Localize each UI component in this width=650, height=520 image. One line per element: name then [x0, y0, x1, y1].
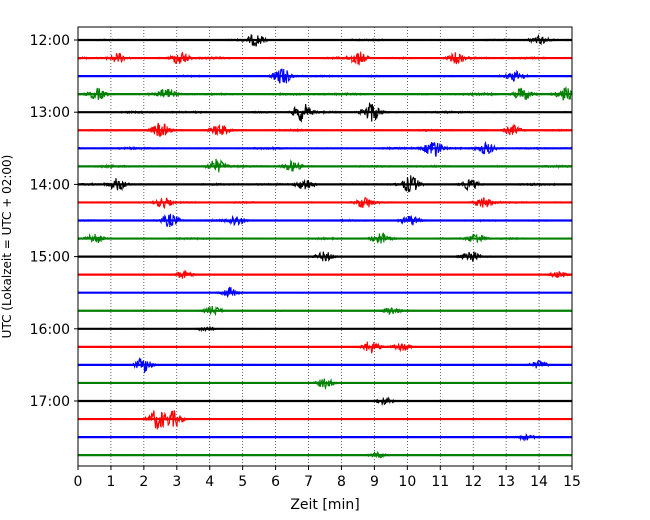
- y-tick-label: 16:00: [30, 322, 70, 338]
- x-tick-label: 11: [431, 474, 449, 490]
- x-tick-label: 5: [238, 474, 247, 490]
- x-tick-label: 10: [398, 474, 416, 490]
- x-tick-label: 12: [464, 474, 482, 490]
- y-tick-label: 13:00: [30, 105, 70, 121]
- x-tick-label: 8: [337, 474, 346, 490]
- seismic-traces: [77, 33, 573, 459]
- y-axis-label: UTC (Lokalzeit = UTC + 02:00): [0, 155, 14, 339]
- y-tick-label: 12:00: [30, 33, 70, 49]
- x-tick-label: 4: [205, 474, 214, 490]
- x-tick-label: 6: [271, 474, 280, 490]
- x-tick-label: 1: [106, 474, 115, 490]
- x-tick-label: 13: [497, 474, 515, 490]
- y-tick-label: 15:00: [30, 250, 70, 266]
- x-tick-label: 7: [304, 474, 313, 490]
- grid-lines: [110, 27, 540, 466]
- y-axis-ticks: 12:00 13:00 14:00 15:00 16:00 17:00: [30, 33, 78, 410]
- x-axis-label: Zeit [min]: [290, 497, 359, 513]
- x-tick-label: 0: [74, 474, 83, 490]
- x-tick-label: 3: [172, 474, 181, 490]
- plot-frame: [77, 26, 573, 467]
- x-axis-ticks: 0 1 2 3 4 5 6 7 8 9 10 11 12 13 14 15: [74, 466, 581, 490]
- y-tick-label: 14:00: [30, 177, 70, 193]
- x-tick-label: 15: [563, 474, 581, 490]
- y-tick-label: 17:00: [30, 394, 70, 410]
- x-tick-label: 2: [139, 474, 148, 490]
- x-tick-label: 14: [530, 474, 548, 490]
- x-tick-label: 9: [370, 474, 379, 490]
